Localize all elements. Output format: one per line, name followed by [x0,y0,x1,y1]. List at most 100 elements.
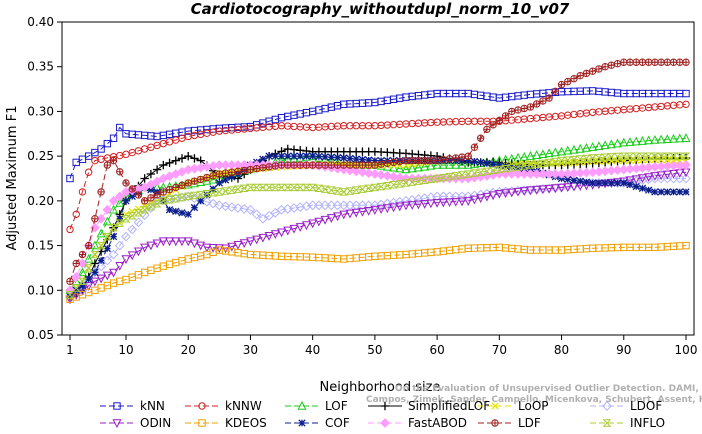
data-point-ldf [588,67,597,75]
data-point-inflo [370,183,380,192]
data-point-fastabod [394,172,405,183]
data-point-cof [576,177,584,185]
data-point-ldf [271,162,280,170]
data-point-lof [681,133,691,142]
data-point-inflo [532,160,542,168]
data-point-inflo [302,183,311,192]
data-point-ldf-cross [147,194,155,202]
data-point-ldf [501,112,510,120]
data-point-cof [651,188,659,196]
data-point-inflo [158,197,168,205]
data-point-odin [102,271,112,281]
y-tick-label: 0.05 [27,328,54,342]
legend-swatch-marker [380,418,390,428]
data-point-odin [245,237,255,247]
data-point-ldf [520,104,528,113]
data-point-ldf-cross [141,197,148,205]
data-point-odin [463,197,473,206]
data-point-ldf [277,161,286,169]
data-point-fastabod [382,170,393,181]
data-point-inflo [84,264,94,272]
data-point-cof [663,188,671,196]
data-point-odin [320,215,330,225]
legend-item-loop: LoOP [478,399,549,413]
data-point-ldof [201,196,212,207]
data-point-ldf [582,69,591,78]
data-point-ldf-cross [664,59,671,66]
data-point-lof [432,159,442,169]
data-point-ldf-cross [390,159,397,166]
data-point-ldf-cross [178,182,186,189]
plot-frame [61,21,695,336]
data-point-lof [619,137,629,147]
data-point-ldf [632,58,640,66]
chart-title: Cardiotocography_withoutdupl_norm_10_v07 [191,0,570,18]
data-point-ldf-cross [122,179,130,187]
data-point-odin [438,198,448,208]
data-point-odin [420,200,430,209]
data-point-lof [544,148,554,158]
data-point-odin [389,203,399,213]
data-point-ldf [172,183,180,192]
data-point-odin [90,277,100,287]
data-point-ldf-cross [682,59,690,66]
data-point-inflo [494,165,504,174]
y-tick-label: 0.10 [27,283,54,297]
y-tick-label: 0.30 [27,104,54,118]
data-point-inflo [438,173,448,182]
data-point-ldf [420,156,429,165]
data-point-lof [600,140,610,150]
data-point-lof [588,142,598,151]
legend-label: LDOF [630,399,662,413]
data-point-ldf-cross [396,158,403,165]
data-point-ldf-cross [440,156,447,163]
data-point-fastabod [89,222,100,233]
data-point-inflo [588,154,598,162]
data-point-cof [346,154,354,163]
data-point-lof [563,145,573,155]
data-point-kdeos [165,260,174,269]
data-point-inflo [426,175,436,184]
data-point-inflo [190,191,199,200]
data-point-cof [128,192,136,201]
data-point-ldf-cross [340,161,347,169]
data-point-kdeos [91,286,99,294]
data-point-odin [650,172,660,181]
data-point-ldf-cross [502,112,509,120]
data-point-lof [650,134,660,144]
data-point-inflo [619,152,629,160]
data-point-ldf [352,161,360,169]
data-point-ldof [220,201,231,212]
data-point-ldf [433,156,441,165]
data-point-inflo [71,284,81,292]
data-point-ldf [159,188,168,196]
data-point-cof [321,153,329,161]
data-point-cof [508,163,516,171]
legend-swatch-marker [298,419,306,427]
legend-swatch-marker [113,402,121,410]
data-point-ldof [270,207,281,218]
data-point-lof [519,151,529,161]
data-point-ldf-cross [645,59,652,66]
data-point-cof [97,256,105,265]
data-point-ldf-cross [458,153,466,161]
data-point-knn [72,158,80,167]
data-point-ldf [259,164,267,172]
data-point-ldf [483,125,491,134]
data-point-inflo [457,171,467,179]
data-point-inflo [102,232,112,241]
data-point-kdeos [682,241,690,250]
data-point-inflo [295,183,305,192]
data-point-odin [563,183,573,192]
data-point-odin [525,186,535,196]
data-point-inflo [339,188,349,196]
data-point-ldof [108,249,119,260]
data-point-ldf-cross [303,161,310,169]
data-point-cof [676,188,684,196]
data-point-inflo [401,179,411,187]
data-point-ldf-cross [265,163,273,171]
data-point-ldf [620,58,628,66]
data-point-inflo [432,174,442,183]
data-point-cof [109,232,118,241]
